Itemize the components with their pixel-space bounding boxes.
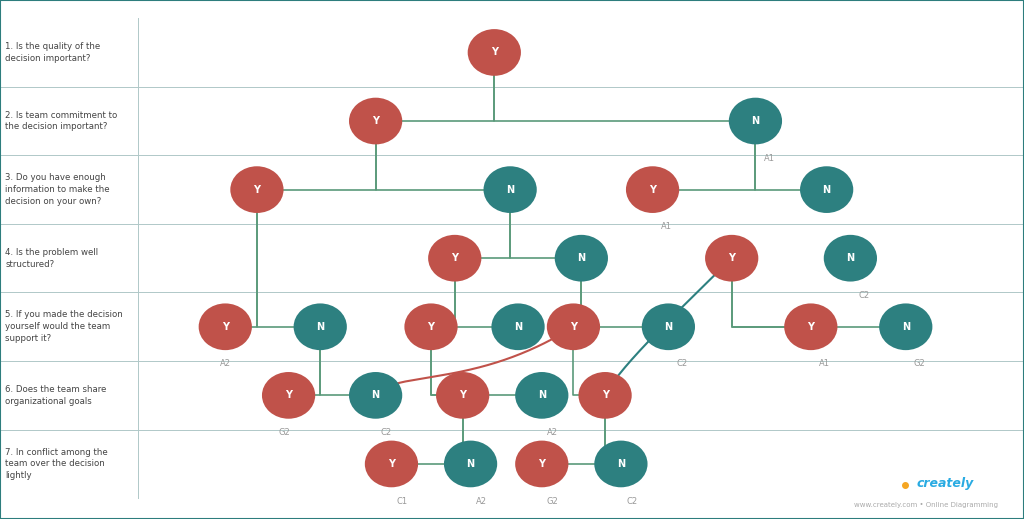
Text: C2: C2 xyxy=(381,428,392,437)
Ellipse shape xyxy=(642,304,695,350)
Text: 7. In conflict among the
team over the decision
lightly: 7. In conflict among the team over the d… xyxy=(5,448,108,480)
Ellipse shape xyxy=(706,235,759,282)
Ellipse shape xyxy=(492,304,545,350)
Text: A2: A2 xyxy=(220,360,231,368)
Ellipse shape xyxy=(349,372,402,419)
Text: A1: A1 xyxy=(660,222,672,231)
Text: G2: G2 xyxy=(279,428,290,437)
Text: Y: Y xyxy=(807,322,814,332)
Text: A2: A2 xyxy=(547,428,558,437)
Text: 6. Does the team share
organizational goals: 6. Does the team share organizational go… xyxy=(5,385,106,406)
Text: www.creately.com • Online Diagramming: www.creately.com • Online Diagramming xyxy=(854,501,998,508)
Text: N: N xyxy=(846,253,854,263)
Ellipse shape xyxy=(428,235,481,282)
Text: Y: Y xyxy=(427,322,434,332)
Ellipse shape xyxy=(404,304,458,350)
Text: Y: Y xyxy=(452,253,459,263)
Ellipse shape xyxy=(294,304,347,350)
Text: Y: Y xyxy=(285,390,292,400)
Ellipse shape xyxy=(199,304,252,350)
Text: Y: Y xyxy=(459,390,466,400)
Text: C1: C1 xyxy=(396,497,408,506)
Text: C2: C2 xyxy=(677,360,688,368)
Text: Y: Y xyxy=(372,116,379,126)
Text: N: N xyxy=(316,322,325,332)
Ellipse shape xyxy=(880,304,933,350)
Text: Y: Y xyxy=(388,459,395,469)
Text: Y: Y xyxy=(253,185,260,195)
Text: Y: Y xyxy=(649,185,656,195)
Ellipse shape xyxy=(784,304,838,350)
Ellipse shape xyxy=(468,29,521,76)
Ellipse shape xyxy=(594,441,647,487)
Text: G2: G2 xyxy=(914,360,926,368)
Text: creately: creately xyxy=(916,477,974,490)
Text: Y: Y xyxy=(570,322,577,332)
Ellipse shape xyxy=(547,304,600,350)
Ellipse shape xyxy=(230,166,284,213)
Text: A1: A1 xyxy=(764,154,774,163)
Text: N: N xyxy=(538,390,546,400)
Text: C2: C2 xyxy=(858,291,869,300)
Text: N: N xyxy=(578,253,586,263)
Ellipse shape xyxy=(823,235,877,282)
Text: 1. Is the quality of the
decision important?: 1. Is the quality of the decision import… xyxy=(5,42,100,63)
Text: N: N xyxy=(665,322,673,332)
Text: N: N xyxy=(752,116,760,126)
Text: N: N xyxy=(616,459,625,469)
Ellipse shape xyxy=(262,372,315,419)
Text: C2: C2 xyxy=(626,497,637,506)
Text: G2: G2 xyxy=(547,497,559,506)
Ellipse shape xyxy=(365,441,418,487)
Text: N: N xyxy=(372,390,380,400)
Ellipse shape xyxy=(349,98,402,144)
Ellipse shape xyxy=(579,372,632,419)
Text: Y: Y xyxy=(728,253,735,263)
Text: 2. Is team commitment to
the decision important?: 2. Is team commitment to the decision im… xyxy=(5,111,118,131)
Ellipse shape xyxy=(800,166,853,213)
Text: Y: Y xyxy=(490,47,498,58)
Text: Y: Y xyxy=(222,322,228,332)
Text: A1: A1 xyxy=(819,360,830,368)
Ellipse shape xyxy=(515,372,568,419)
Ellipse shape xyxy=(626,166,679,213)
Text: 4. Is the problem well
structured?: 4. Is the problem well structured? xyxy=(5,248,98,269)
Text: N: N xyxy=(514,322,522,332)
Text: A2: A2 xyxy=(476,497,486,506)
Text: N: N xyxy=(467,459,475,469)
Ellipse shape xyxy=(555,235,608,282)
Ellipse shape xyxy=(515,441,568,487)
Ellipse shape xyxy=(729,98,782,144)
Text: N: N xyxy=(506,185,514,195)
Text: 3. Do you have enough
information to make the
decision on your own?: 3. Do you have enough information to mak… xyxy=(5,173,110,206)
Text: Y: Y xyxy=(539,459,546,469)
Text: 5. If you made the decision
yourself would the team
support it?: 5. If you made the decision yourself wou… xyxy=(5,310,123,343)
Ellipse shape xyxy=(444,441,498,487)
Ellipse shape xyxy=(483,166,537,213)
Ellipse shape xyxy=(436,372,489,419)
Text: N: N xyxy=(822,185,830,195)
Text: Y: Y xyxy=(601,390,608,400)
Text: N: N xyxy=(902,322,910,332)
